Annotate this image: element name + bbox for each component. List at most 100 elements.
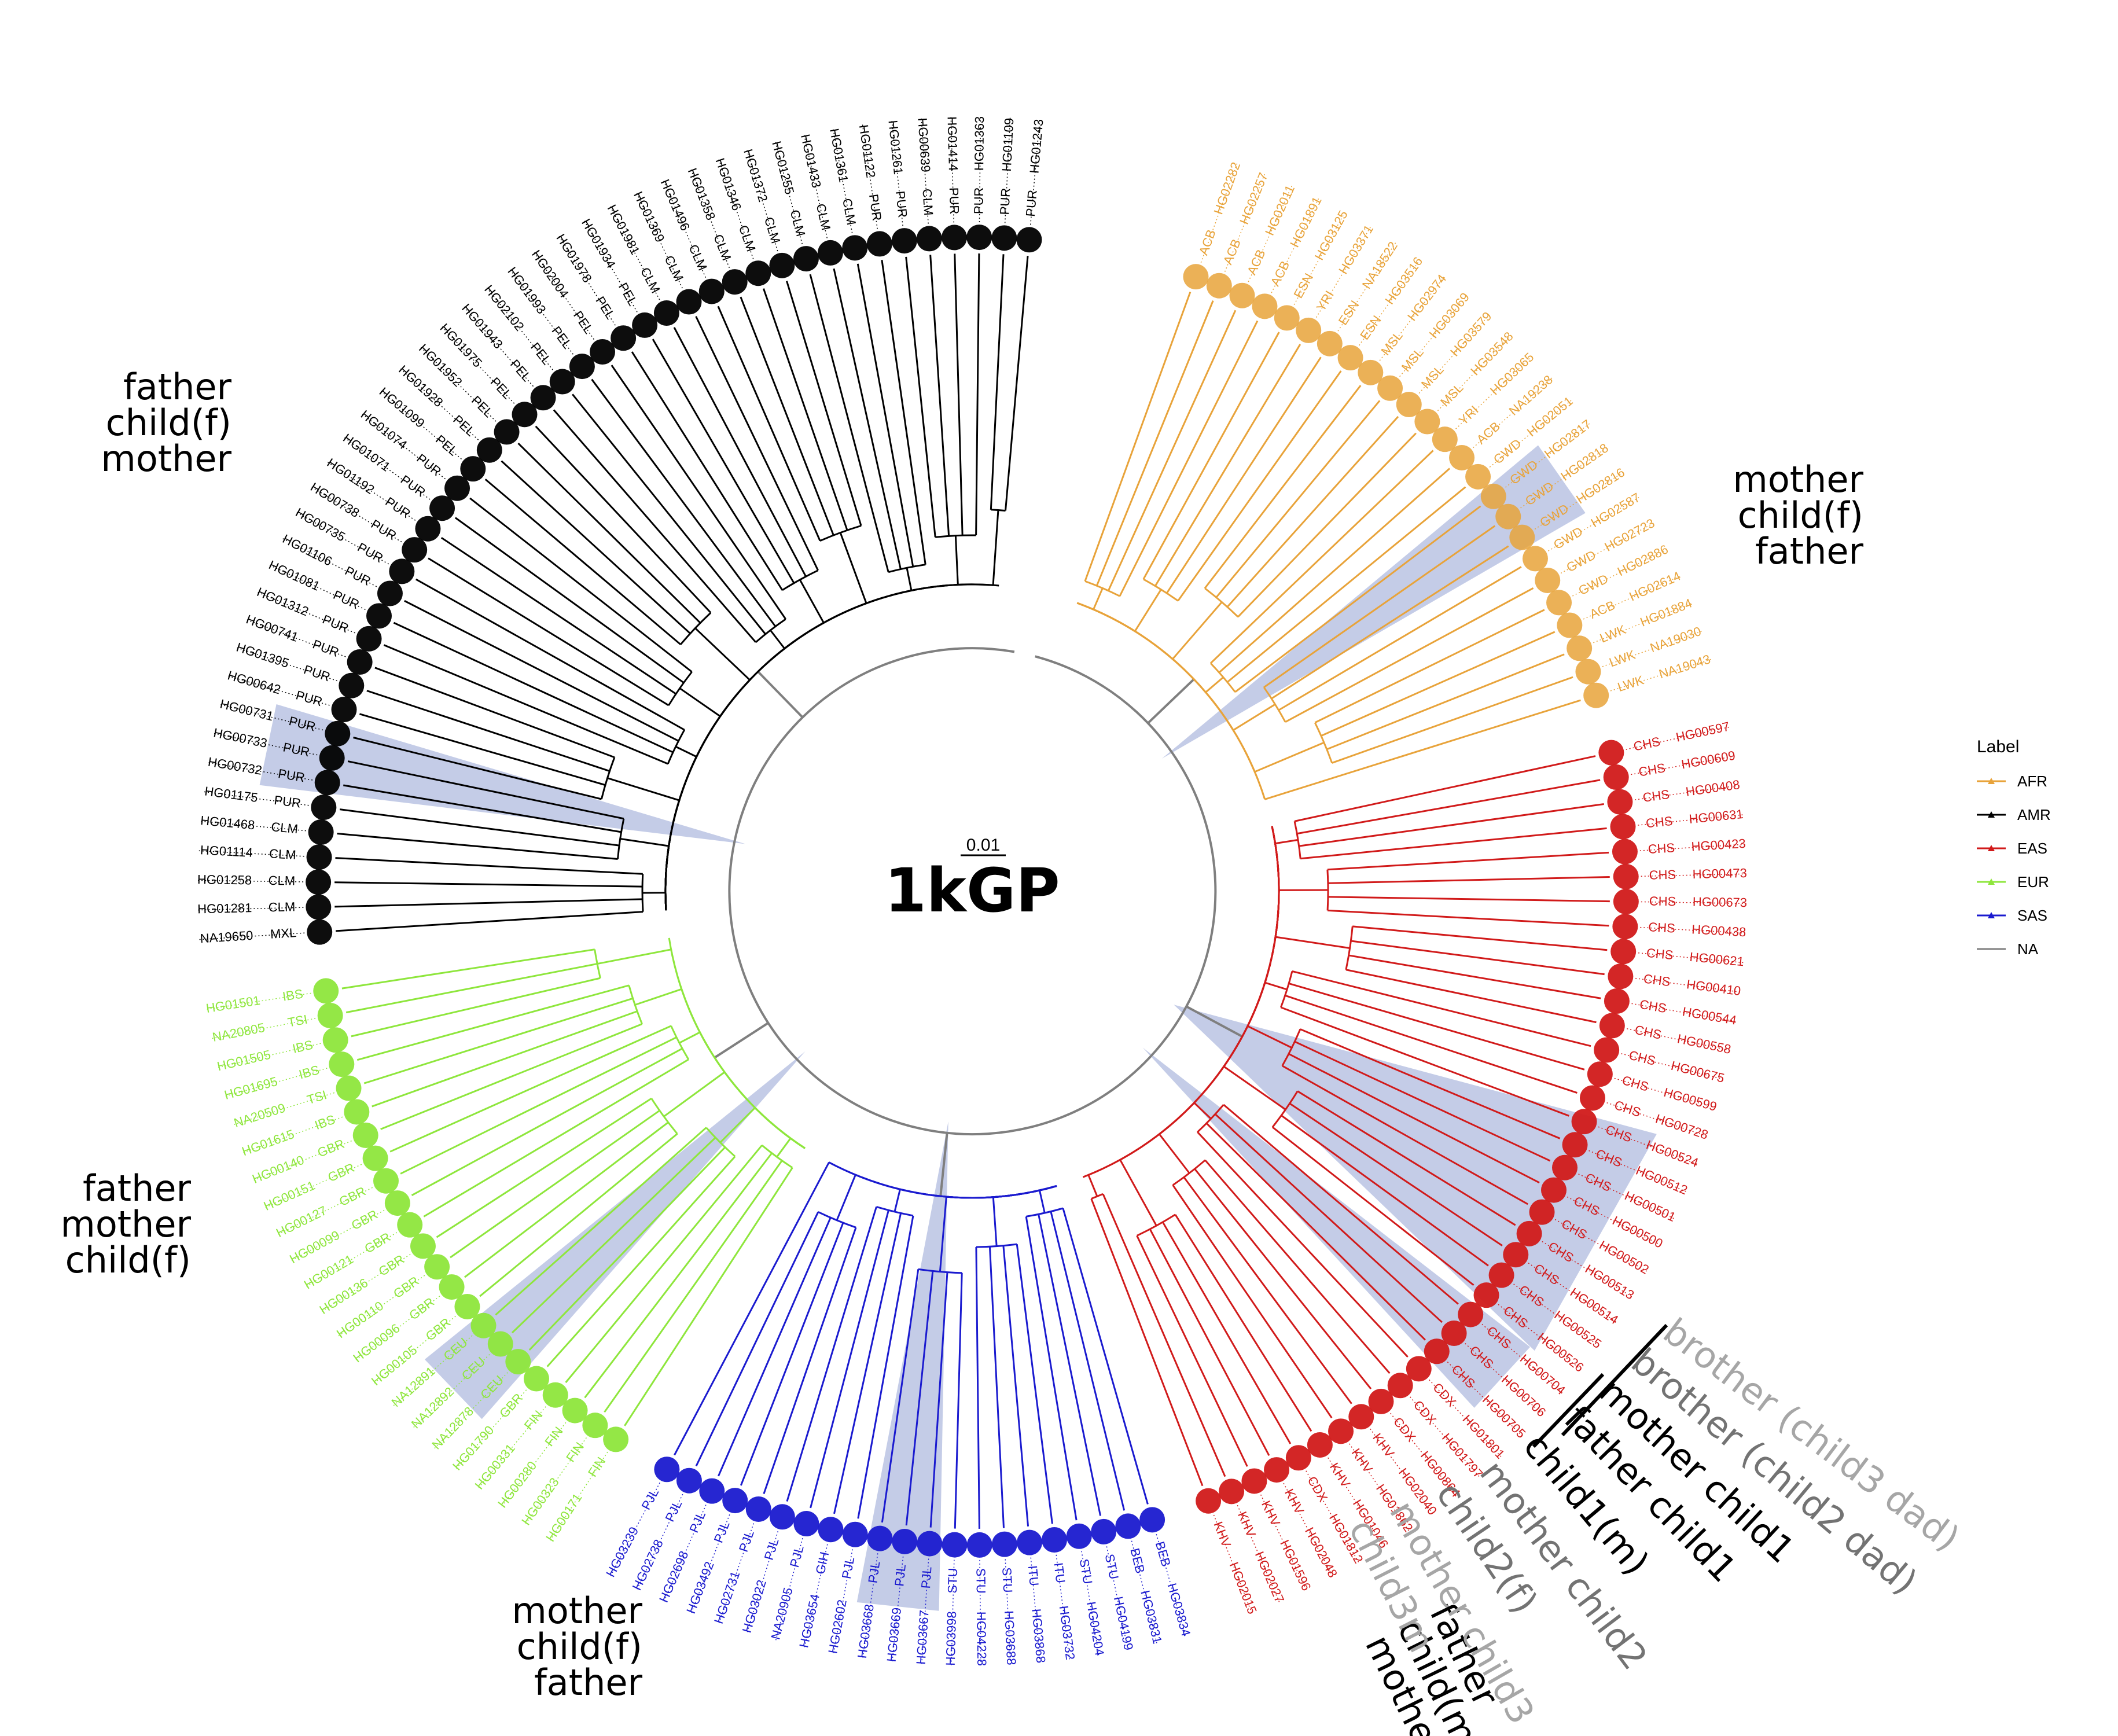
legend-item: AMR [1977,806,2051,823]
ancestry-pie [590,339,616,365]
ancestry-pie [1604,988,1630,1014]
clade-stem [714,1022,769,1059]
population-label: PJL [787,1544,807,1569]
ancestry-pie [817,240,843,266]
ancestry-pie [1571,1109,1597,1135]
population-label: CLM [711,232,734,262]
tip-branch [1297,779,1601,835]
ancestry-pie [1612,838,1638,865]
ancestry-pie [306,894,332,920]
tip-node: PUR HG01243 [1016,119,1046,253]
clade-stem [939,1132,948,1197]
tip-leader [310,486,402,543]
sample-id-label: HG02048 [1302,1525,1340,1580]
subclade-stem [679,1031,701,1044]
tip-leader [1030,119,1040,225]
population-label: PUR [971,187,986,214]
tip-branch [856,263,914,567]
subclade-arc [670,1025,690,1060]
ancestry-pie [1598,740,1624,766]
sample-id-label: NA19043 [1657,652,1712,681]
tip-branch [763,1227,857,1494]
tip-branch [1237,432,1417,618]
tip-branch [624,1167,793,1426]
ancestry-pie [1612,914,1638,940]
population-label: CLM [762,215,783,245]
tip-branch [1016,1244,1053,1524]
tip-branch [1162,1222,1292,1444]
legend-item: EAS [1977,840,2047,857]
population-label: GBR [391,1274,421,1301]
tip-leader [1614,1077,1717,1109]
population-label: PEL [528,340,554,367]
ancestry-pie [1552,1154,1578,1180]
population-label: PUR [866,193,884,222]
sample-id-label: HG02011 [1262,183,1297,238]
tip-branch [450,1109,660,1259]
tip-leader [1641,873,1748,877]
clade-arc [1119,826,1280,1161]
population-label: CHS [1645,814,1674,830]
ancestry-pie [352,1122,378,1148]
sample-id-label: HG01109 [999,117,1017,172]
tip-leader [227,675,330,706]
ancestry-pie [1522,546,1548,572]
ancestry-pie [429,495,455,521]
tip-leader [1610,659,1712,692]
ancestry-pie [1219,1478,1245,1505]
tip-branch [1326,653,1565,751]
tip-leader [583,219,638,312]
tip-leader [1473,377,1553,448]
subclade-stem [776,1138,792,1158]
ancestry-pie [611,325,637,351]
ancestry-pie [1196,1488,1222,1514]
ancestry-pie [1480,483,1506,509]
tip-leader [1271,197,1320,293]
ancestry-pie [793,246,819,272]
population-label: PEL [549,323,575,351]
tip-node: LWK NA19043 [1583,652,1712,708]
tip-branch [423,1058,689,1218]
population-label: CHS [1638,760,1667,779]
sample-id-label: HG01312 [255,584,311,619]
tip-leader [337,1275,425,1337]
tip-leader [433,1372,508,1450]
tip-leader [1639,844,1746,851]
population-label: STU [945,1568,960,1594]
tip-branch [1285,994,1578,1094]
legend-label: NA [2017,940,2039,958]
tip-leader [212,733,318,756]
trio-member-label: father [534,1661,643,1704]
population-label: CLM [269,846,297,862]
population-label: IBS [291,1038,314,1056]
tip-branch [454,517,685,684]
legend-label: AMR [2017,806,2051,823]
tip-branch [334,898,643,908]
population-label: KHV [1282,1487,1307,1517]
subclade-stem [607,777,680,801]
subclade-stem [1275,838,1299,845]
ancestry-pie [1252,293,1278,319]
tip-branch [1345,969,1597,1024]
clade-arc [1076,602,1207,693]
population-label: CDX [1304,1474,1330,1505]
subclade-stem [1119,1159,1157,1226]
tip-leader [921,1558,929,1665]
tip-branch [1095,300,1214,586]
ancestry-pie [1358,359,1384,385]
tip-node: CHS HG00423 [1612,836,1746,865]
population-label: PUR [321,612,351,635]
ancestry-pie [1495,503,1521,529]
subclade-stem [663,1071,725,1117]
tip-leader [197,850,304,857]
tip-leader [277,1187,373,1235]
population-label: PUR [311,637,341,660]
tip-branch [1205,1123,1426,1341]
population-label: GWD [1576,571,1610,598]
tip-branch [535,425,712,613]
population-label: CLM [920,188,936,216]
subclade-arc [755,618,786,643]
population-label: CHS [1649,867,1676,882]
population-label: PJL [865,1560,882,1584]
